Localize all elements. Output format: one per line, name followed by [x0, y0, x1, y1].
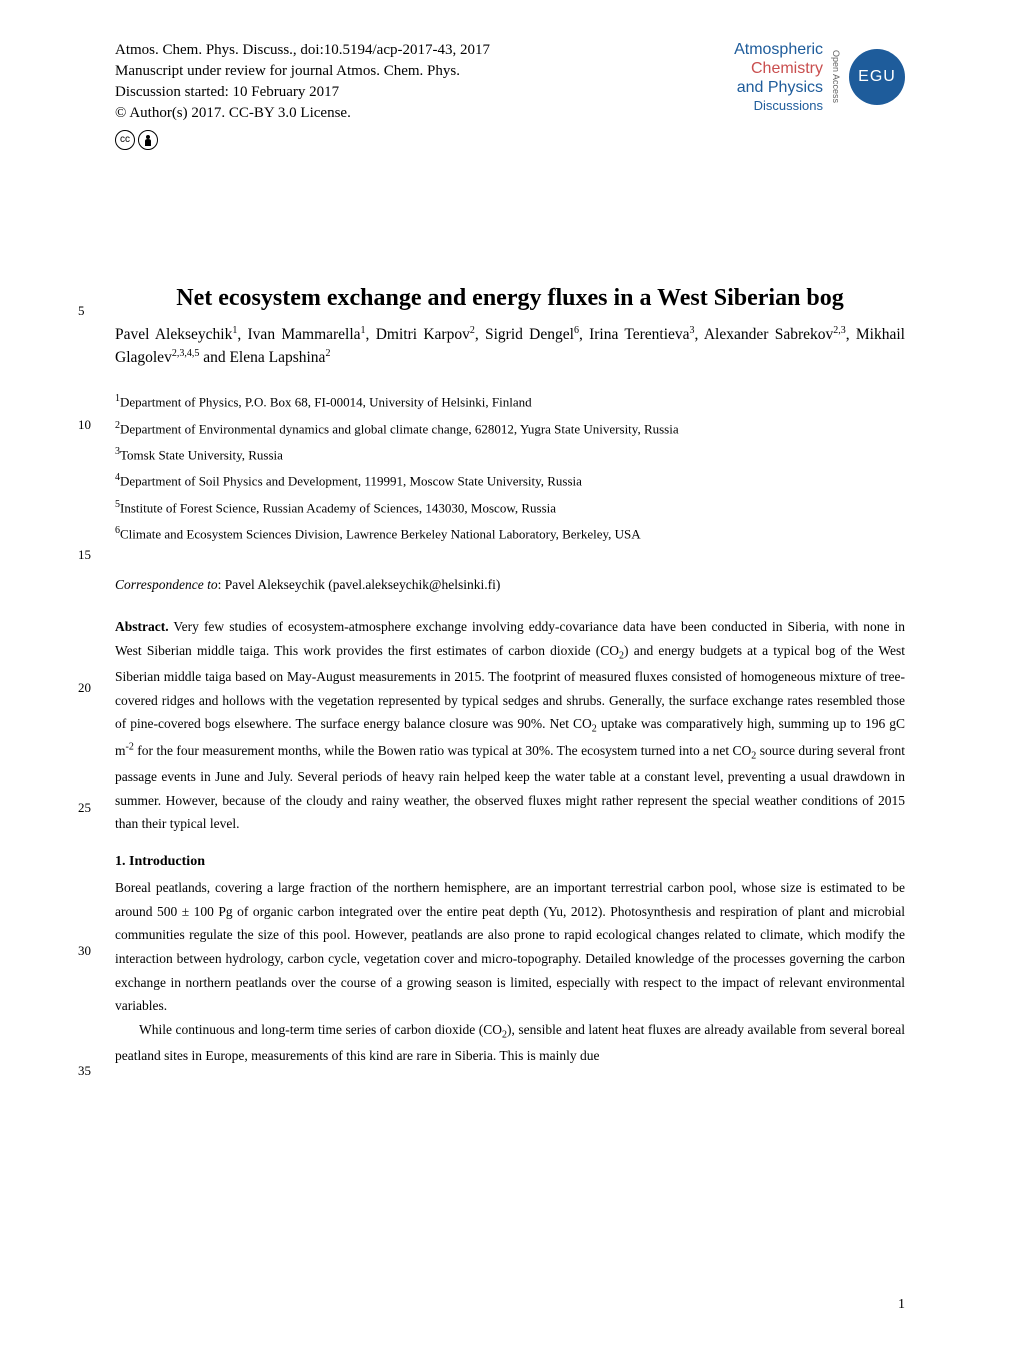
- cc-by-icon: [138, 130, 158, 150]
- line-number: 15: [78, 547, 91, 563]
- citation-line-4: © Author(s) 2017. CC-BY 3.0 License.: [115, 103, 490, 124]
- journal-word-atmospheric: Atmospheric: [734, 40, 823, 59]
- line-number: 30: [78, 943, 91, 959]
- citation-line-1: Atmos. Chem. Phys. Discuss., doi:10.5194…: [115, 40, 490, 61]
- abstract: Abstract. Very few studies of ecosystem-…: [115, 615, 905, 836]
- journal-branding: Atmospheric Chemistry and Physics Discus…: [734, 40, 905, 113]
- section-1-body: Boreal peatlands, covering a large fract…: [115, 876, 905, 1068]
- correspondence-label: Correspondence to: [115, 577, 218, 592]
- line-number: 10: [78, 417, 91, 433]
- page-number: 1: [898, 1297, 905, 1313]
- correspondence-value: : Pavel Alekseychik (pavel.alekseychik@h…: [218, 577, 501, 592]
- affiliation-item: 3Tomsk State University, Russia: [115, 442, 905, 468]
- affiliation-list: 1Department of Physics, P.O. Box 68, FI-…: [115, 389, 905, 547]
- affiliation-item: 2Department of Environmental dynamics an…: [115, 416, 905, 442]
- journal-word-physics: and Physics: [734, 78, 823, 97]
- author-list: Pavel Alekseychik1, Ivan Mammarella1, Dm…: [115, 324, 905, 369]
- affiliation-item: 5Institute of Forest Science, Russian Ac…: [115, 495, 905, 521]
- abstract-label: Abstract.: [115, 619, 169, 634]
- citation-block: Atmos. Chem. Phys. Discuss., doi:10.5194…: [115, 40, 490, 150]
- paper-title: Net ecosystem exchange and energy fluxes…: [115, 285, 905, 312]
- affiliation-item: 6Climate and Ecosystem Sciences Division…: [115, 521, 905, 547]
- journal-word-chemistry: Chemistry: [734, 59, 823, 78]
- egu-badge-icon: EGU: [849, 49, 905, 105]
- section-1-heading: 1. Introduction: [115, 854, 905, 870]
- body-paragraph: Boreal peatlands, covering a large fract…: [115, 876, 905, 1018]
- citation-line-3: Discussion started: 10 February 2017: [115, 82, 490, 103]
- line-number: 35: [78, 1063, 91, 1079]
- affiliation-item: 4Department of Soil Physics and Developm…: [115, 468, 905, 494]
- affiliation-item: 1Department of Physics, P.O. Box 68, FI-…: [115, 389, 905, 415]
- citation-line-2: Manuscript under review for journal Atmo…: [115, 61, 490, 82]
- cc-badges: cc: [115, 130, 490, 150]
- body-paragraph: While continuous and long-term time seri…: [115, 1018, 905, 1068]
- line-number: 5: [78, 303, 85, 319]
- journal-word-discussions: Discussions: [734, 98, 823, 114]
- line-number: 20: [78, 680, 91, 696]
- page-header: Atmos. Chem. Phys. Discuss., doi:10.5194…: [115, 40, 905, 150]
- line-number: 25: [78, 800, 91, 816]
- correspondence: Correspondence to: Pavel Alekseychik (pa…: [115, 577, 905, 593]
- journal-logo: Atmospheric Chemistry and Physics Discus…: [734, 40, 823, 113]
- open-access-label: Open Access: [831, 50, 841, 103]
- cc-icon: cc: [115, 130, 135, 150]
- abstract-text: Very few studies of ecosystem-atmosphere…: [115, 619, 905, 831]
